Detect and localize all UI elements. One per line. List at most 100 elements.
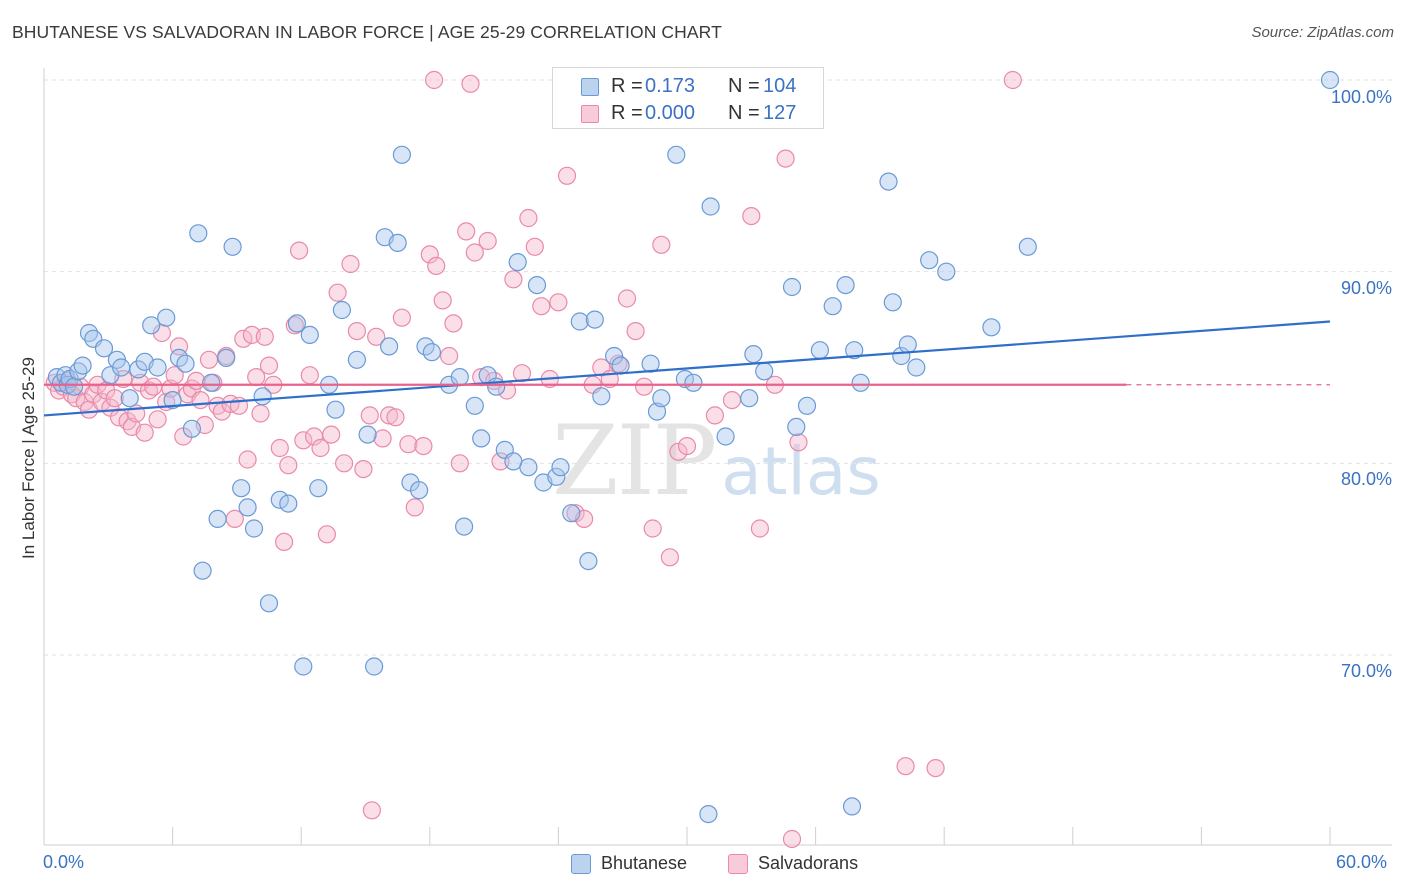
bhutanese-point — [699, 804, 718, 824]
bhutanese-point — [129, 360, 148, 379]
bhutanese-point — [388, 233, 407, 252]
salvadorans-point — [491, 452, 510, 471]
bhutanese-point — [562, 504, 581, 523]
bhutanese-point — [684, 373, 703, 392]
bhutanese-point — [487, 377, 506, 396]
bhutanese-point — [879, 172, 898, 191]
legend-r-label: R = — [611, 102, 643, 124]
salvadorans-point — [1003, 70, 1022, 90]
bhutanese-point — [585, 310, 604, 329]
salvadorans-point — [135, 423, 154, 442]
salvadorans-point — [512, 364, 532, 383]
bhutanese-point — [519, 458, 538, 477]
salvadorans-point — [311, 438, 330, 458]
bhutanese-point — [279, 494, 298, 513]
salvadorans-point — [148, 410, 167, 429]
bhutanese-trend-line — [43, 320, 1331, 417]
legend-n-label: N = — [728, 75, 760, 97]
salvadorans-point — [789, 433, 808, 452]
bhutanese-points — [47, 70, 1340, 824]
bhutanese-point — [701, 197, 720, 216]
bhutanese-point — [883, 293, 902, 312]
salvadorans-point — [279, 456, 298, 475]
salvadorans-point — [425, 70, 444, 90]
salvadorans-point — [444, 314, 463, 333]
bhutanese-point — [716, 427, 735, 446]
bhutanese-point — [202, 373, 221, 392]
salvadorans-point — [677, 437, 697, 456]
bhutanese-point — [120, 389, 139, 408]
salvadorans-point — [478, 231, 497, 251]
salvadorans-point — [617, 289, 637, 308]
salvadorans-point — [105, 389, 124, 408]
bhutanese-point — [142, 316, 161, 335]
bhutanese-point — [842, 797, 862, 816]
salvadorans-point — [532, 297, 551, 316]
salvadorans-point — [354, 460, 373, 479]
bhutanese-point — [157, 308, 176, 327]
salvadorans-point — [926, 758, 945, 778]
salvadorans-point — [392, 308, 411, 327]
series-legend: Bhutanese Salvadorans — [0, 852, 1406, 878]
salvadorans-point — [461, 74, 480, 93]
bhutanese-point — [845, 341, 864, 360]
bhutanese-point — [455, 517, 474, 536]
salvadorans-point — [643, 519, 662, 538]
bhutanese-point — [570, 312, 589, 331]
salvadorans-point — [742, 207, 761, 226]
series-swatch-blue — [571, 854, 591, 874]
bhutanese-point — [64, 377, 84, 396]
bhutanese-point — [294, 657, 313, 676]
salvadorans-point — [362, 801, 381, 820]
axes — [43, 68, 1392, 846]
series-legend-label: Salvadorans — [758, 853, 859, 873]
bhutanese-point — [787, 417, 806, 436]
bhutanese-point — [823, 297, 842, 316]
watermark-zip: ZIP — [552, 405, 717, 517]
salvadorans-point — [347, 322, 366, 341]
salvadorans-point — [144, 377, 163, 396]
salvadorans-point — [109, 408, 129, 427]
salvadorans-point — [259, 356, 279, 375]
bhutanese-point — [647, 402, 667, 421]
bhutanese-point — [551, 458, 570, 477]
salvadorans-point — [290, 241, 309, 260]
y-tick-label-100: 100.0% — [1330, 87, 1392, 107]
salvadorans-point — [750, 519, 770, 538]
salvadorans-point — [557, 166, 577, 185]
bhutanese-point — [508, 253, 527, 272]
salvadorans-point — [234, 329, 253, 348]
bhutanese-point — [112, 358, 131, 377]
bhutanese-point — [836, 276, 855, 295]
bhutanese-point — [232, 479, 251, 498]
bhutanese-point — [176, 354, 195, 373]
chart-source: Source: ZipAtlas.com — [1251, 24, 1394, 41]
bhutanese-point — [740, 389, 759, 408]
bhutanese-point — [907, 358, 926, 377]
bhutanese-point — [755, 362, 774, 381]
bhutanese-point — [94, 339, 114, 358]
bhutanese-point — [193, 561, 212, 580]
bhutanese-point — [579, 551, 598, 571]
bhutanese-point — [208, 509, 227, 529]
bhutanese-point — [73, 356, 92, 375]
legend-n-value: 127 — [763, 102, 797, 124]
bhutanese-point — [667, 145, 686, 164]
salvadorans-point — [251, 404, 270, 423]
legend-r-value: 0.173 — [645, 75, 696, 97]
salvadorans-point — [317, 525, 336, 544]
bhutanese-point — [611, 356, 630, 375]
salvadorans-point — [386, 408, 405, 427]
salvadorans-point — [341, 254, 360, 274]
salvadorans-point — [427, 256, 446, 275]
salvadorans-point — [420, 245, 439, 264]
bhutanese-point — [547, 467, 566, 486]
bhutanese-point — [450, 368, 469, 387]
bhutanese-point — [365, 657, 384, 676]
salvadorans-point — [405, 498, 424, 517]
salvadorans-point — [328, 283, 347, 302]
bhutanese-point — [652, 389, 671, 408]
salvadorans-point — [782, 829, 802, 849]
bhutanese-point — [851, 373, 870, 392]
bhutanese-point — [982, 318, 1001, 337]
